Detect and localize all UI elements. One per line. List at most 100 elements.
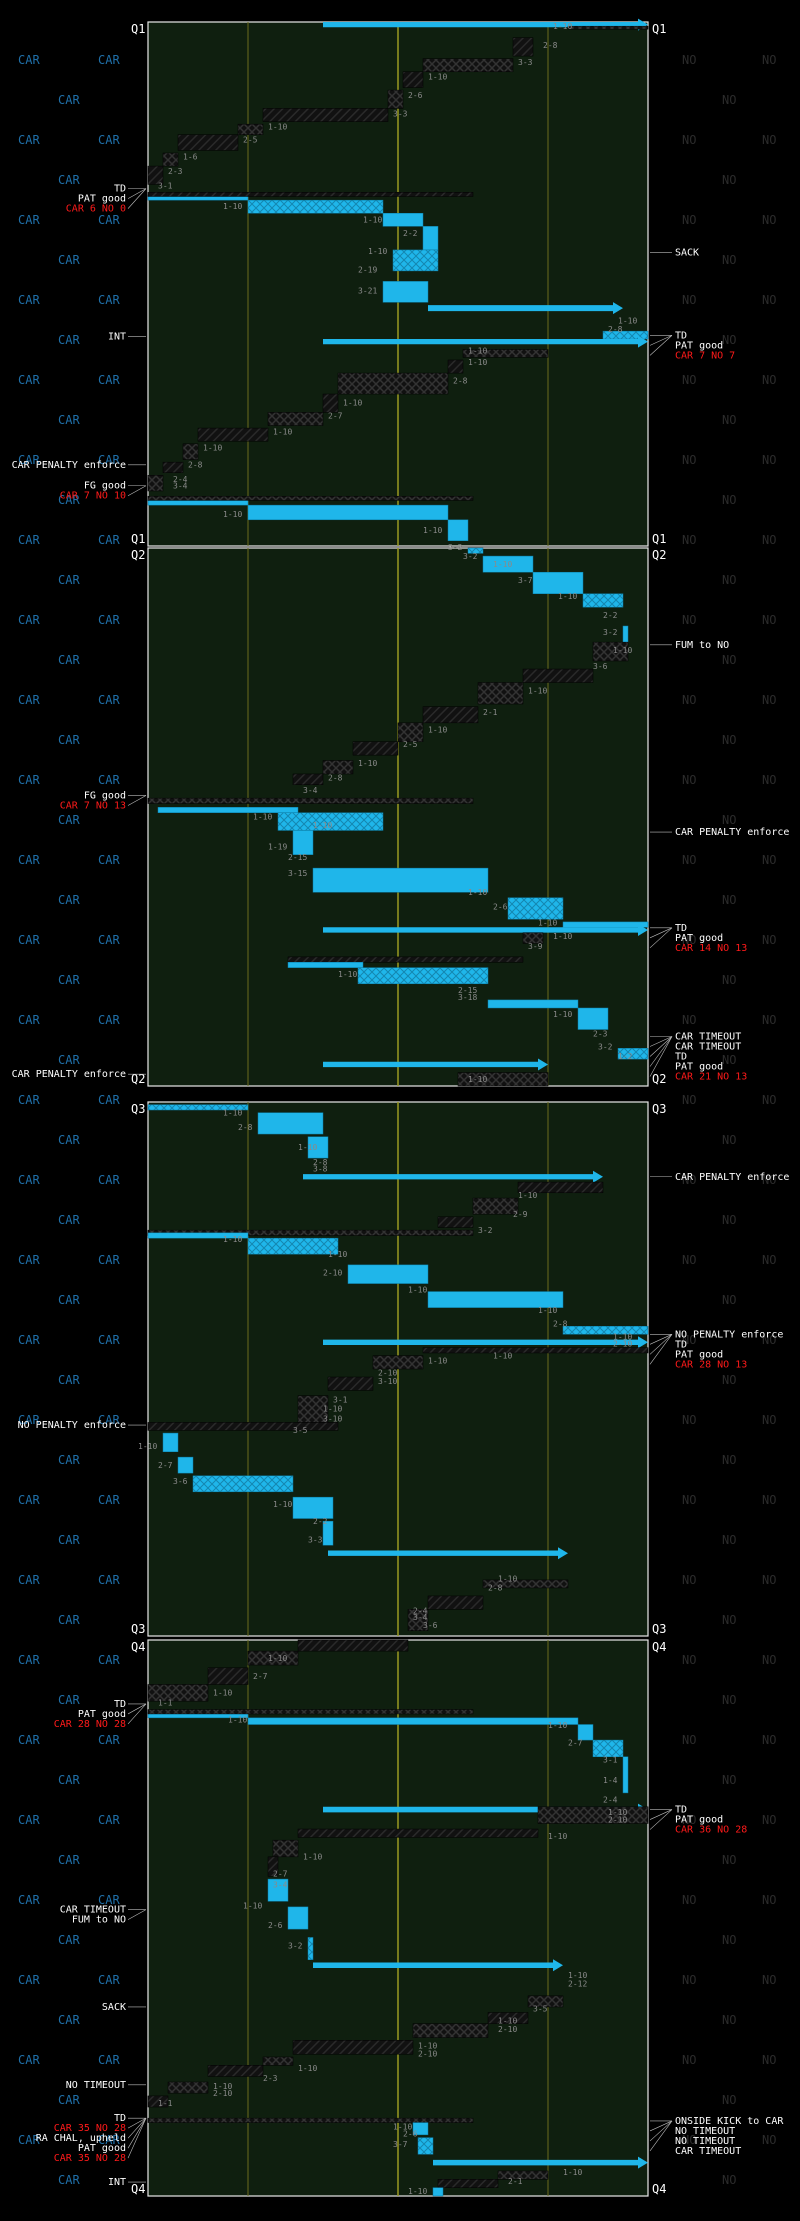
team-car-watermark: CAR [58,1053,80,1067]
drive-segment-car [177,1456,194,1474]
drive-segment-car [487,999,579,1009]
drive-segment-no [437,2179,499,2188]
down-distance-label: 1-10 [368,247,387,256]
drive-segment-no [387,89,404,109]
team-car-watermark: CAR [18,1173,40,1187]
note-leader [649,2120,673,2132]
down-distance-label: 1-10 [538,919,557,928]
team-no-watermark: NO [722,413,736,427]
drive-arrowhead [638,923,648,936]
event-note: CAR TIMEOUT [675,2146,741,2157]
down-distance-label: 1-10 [303,1853,322,1862]
down-distance-label: 2-7 [158,1461,173,1470]
down-distance-label: 1-10 [223,1235,242,1244]
note-leader [127,795,147,806]
drive-segment-car [577,1007,609,1030]
team-car-watermark: CAR [18,2053,40,2067]
team-no-watermark: NO [762,533,776,547]
drive-segment-car [602,330,649,340]
drive-segment-no [177,134,239,151]
down-distance-label: 1-10 [428,73,447,82]
event-note: TD [114,2113,126,2124]
team-no-watermark: NO [682,1493,696,1507]
team-car-watermark: CAR [98,133,120,147]
drive-segment-no [482,1579,569,1589]
team-car-watermark: CAR [18,453,40,467]
drive-segment-no [292,2040,414,2055]
down-distance-label: 1-10 [273,427,292,436]
note-leader [127,485,147,497]
drive-segment-car [267,1878,289,1902]
event-note: CAR PENALTY enforce [12,460,126,471]
event-note: CAR PENALTY enforce [675,827,789,838]
team-no-watermark: NO [762,2053,776,2067]
team-car-watermark: CAR [18,853,40,867]
down-distance-label: 2-2 [403,229,418,238]
drive-segment-car [427,1291,564,1308]
event-note: CAR 28 NO 28 [54,1719,126,1730]
down-distance-label: 2-8 [328,773,343,782]
team-car-watermark: CAR [98,853,120,867]
down-distance-label: 2-6 [268,1921,283,1930]
team-no-watermark: NO [682,1093,696,1107]
team-car-watermark: CAR [58,813,80,827]
team-no-watermark: NO [762,1813,776,1827]
drive-segment-no [512,37,534,57]
team-no-watermark: NO [762,613,776,627]
team-car-watermark: CAR [98,1173,120,1187]
down-distance-label: 3-2 [603,628,618,637]
team-no-watermark: NO [722,1853,736,1867]
team-no-watermark: NO [682,1333,696,1347]
down-distance-label: 2-12 [568,1979,587,1988]
down-distance-label: 1-1 [158,2099,173,2108]
team-car-watermark: CAR [98,53,120,67]
down-distance-label: 3-4 [273,1880,288,1889]
down-distance-label: 2-2 [603,611,618,620]
down-distance-label: 2-7 [328,412,343,421]
down-distance-label: 2-2 [313,1517,328,1526]
down-distance-label: 2-6 [408,91,423,100]
note-leader [127,2117,147,2139]
team-no-watermark: NO [722,1133,736,1147]
drive-segment-car [622,625,629,643]
note-leader [127,2117,147,2129]
down-distance-label: 1-10 [618,316,637,325]
drive-segment-car [392,249,439,272]
drive-segment-no [427,1595,484,1610]
down-distance-label: 1-10 [213,2082,232,2091]
down-distance-label: 3-10 [323,1414,342,1423]
team-car-watermark: CAR [58,573,80,587]
down-distance-label: 2-7 [568,1739,583,1748]
down-distance-label: 2-8 [543,41,558,50]
drive-segment-no [522,668,594,683]
drive-segment-car [247,504,449,521]
down-distance-label: 1-10 [553,1010,572,1019]
quarter-label: Q1 [652,22,666,36]
drive-segment-car [577,1724,594,1741]
drive-segment-car [287,962,364,968]
team-no-watermark: NO [762,1973,776,1987]
drive-segment-car [307,1937,314,1960]
team-no-watermark: NO [762,53,776,67]
drive-segment-no [267,1856,279,1877]
team-car-watermark: CAR [98,2133,120,2147]
note-leader [649,927,673,949]
drive-segment-car [147,1232,249,1239]
drive-segment-no [287,956,524,963]
event-note: ONSIDE KICK to CAR [675,2116,784,2127]
down-distance-label: 3-1 [158,182,173,191]
team-no-watermark: NO [722,1533,736,1547]
drive-segment-car [432,2187,444,2197]
event-note: CAR 28 NO 13 [675,1359,747,1370]
drive-segment-car [322,1520,334,1546]
team-car-watermark: CAR [18,1893,40,1907]
drive-segment-no [422,1347,649,1354]
team-car-watermark: CAR [98,1813,120,1827]
quarter-label: Q2 [652,548,666,562]
team-car-watermark: CAR [58,1933,80,1947]
down-distance-label: 2-4 [603,1795,618,1804]
note-leader [649,1334,673,1345]
down-distance-label: 1-10 [548,1721,567,1730]
team-no-watermark: NO [722,653,736,667]
